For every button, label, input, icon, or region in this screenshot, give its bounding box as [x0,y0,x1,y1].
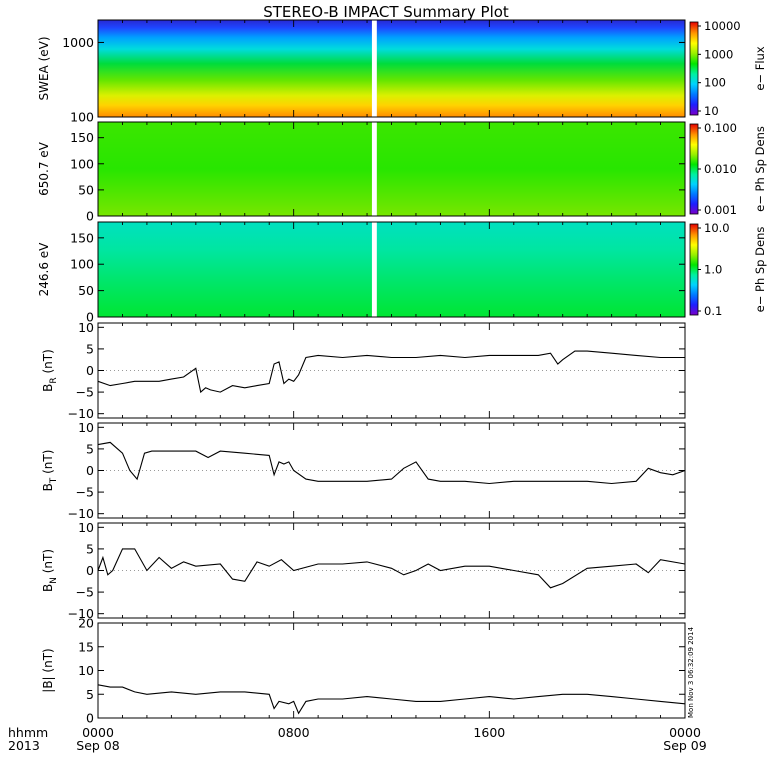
x-tick-label: 0000 [669,725,701,740]
y-axis-label: BN (nT) [41,549,59,592]
y-tick-label: 10 [78,420,94,435]
panel-frame [97,121,686,217]
colorbar [689,223,699,316]
y-tick-label: 0 [86,463,94,478]
panel-frame [97,19,686,118]
panel-6: BN (nT) 10 5 0 −5 −10 [41,520,686,621]
y-tick-label: 0 [86,363,94,378]
data-gap [371,222,377,317]
y-tick-label: 0 [86,711,94,726]
y-tick-label: 10 [78,320,94,335]
colorbar-tick-label: 0.1 [704,304,722,318]
spectrogram-field [98,20,685,117]
y-tick-label: 0 [86,209,94,224]
x-tick-date: Sep 09 [663,738,706,753]
y-tick-label: 50 [78,182,94,197]
colorbar-tick-label: 100 [704,76,726,90]
y-tick-label: 10 [78,520,94,535]
y-tick-label: 100 [70,156,94,171]
colorbar-tick-label: 10000 [704,19,741,33]
colorbar-label: e− Ph Sp Dens [753,227,767,313]
y-tick-label: 100 [70,257,94,272]
x-tick-label: 1600 [473,725,505,740]
panel-frame [97,422,686,519]
x-axis-header: 2013 [8,738,40,753]
colorbar-tick-label: 0.001 [704,203,737,217]
colorbar [689,123,699,215]
spectrogram-field [98,122,685,216]
y-tick-label: −10 [68,406,94,421]
x-tick-label: 0800 [278,725,310,740]
series-line [97,548,686,589]
panel-7: |B| (nT) 20 15 10 5 0 [41,616,686,726]
x-tick-date: Sep 08 [76,738,119,753]
y-tick-label: 15 [78,639,94,654]
panel-5: BT (nT) 10 5 0 −5 −10 [41,420,686,521]
colorbar-tick-label: 10 [704,104,719,118]
y-tick-label: −10 [68,506,94,521]
y-tick-label: 5 [86,341,94,356]
y-tick-label: 50 [78,283,94,298]
y-tick-label: −5 [76,485,94,500]
panel-1: 10000 1000 100 10 e− Flux SWEA (eV) 1000 100 [37,19,767,125]
panel-frame [97,221,686,318]
panel-frame [97,522,686,619]
y-tick-label: 5 [86,541,94,556]
y-tick-label: 5 [86,441,94,456]
panel-frame [97,622,686,719]
series-line [97,441,686,485]
colorbar-tick-label: 1.0 [704,263,722,277]
colorbar-tick-label: 0.010 [704,162,737,176]
y-tick-label: −5 [76,585,94,600]
y-tick-label: 150 [70,130,94,145]
panel-2: 0.100 0.010 0.001 e− Ph Sp Dens 650.7 eV 150 1… [37,121,767,224]
y-tick-label: 1000 [62,35,94,50]
y-axis-label: 246.6 eV [37,242,51,297]
y-tick-label: 5 [86,687,94,702]
plot-title: STEREO-B IMPACT Summary Plot [263,3,509,21]
y-tick-label: −10 [68,606,94,621]
x-tick-label: 0000 [82,725,114,740]
x-axis-header: hhmm [8,725,48,740]
y-axis-label: 650.7 eV [37,141,51,196]
panel-4: BR (nT) 10 5 0 −5 −10 [41,320,686,421]
colorbar-tick-label: 0.100 [704,121,737,135]
series-line [97,350,685,394]
panel-frame [97,322,686,419]
colorbar-label: e− Flux [753,46,767,90]
y-tick-label: 150 [70,230,94,245]
data-gap [371,122,377,216]
y-tick-label: 10 [78,663,94,678]
y-tick-label: −5 [76,385,94,400]
data-gap [371,20,377,117]
series-line [97,684,686,715]
colorbar-label: e− Ph Sp Dens [753,126,767,212]
y-tick-label: 20 [78,616,94,631]
spectrogram-field [98,222,685,317]
timestamp-label: Mon Nov 3 06:32:09 2014 [687,626,695,718]
colorbar [689,21,699,116]
colorbar-tick-label: 10.0 [704,221,730,235]
panel-3: 10.0 1.0 0.1 e− Ph Sp Dens 246.6 eV 150 100 50 0 [37,221,767,325]
y-axis-label: BR (nT) [41,349,59,392]
y-tick-label: 0 [86,310,94,325]
y-tick-label: 0 [86,563,94,578]
colorbar-tick-label: 1000 [704,47,733,61]
y-axis-label: BT (nT) [41,450,59,492]
y-axis-label: SWEA (eV) [37,36,51,100]
y-axis-label: |B| (nT) [41,648,55,692]
y-tick-label: 100 [70,110,94,125]
